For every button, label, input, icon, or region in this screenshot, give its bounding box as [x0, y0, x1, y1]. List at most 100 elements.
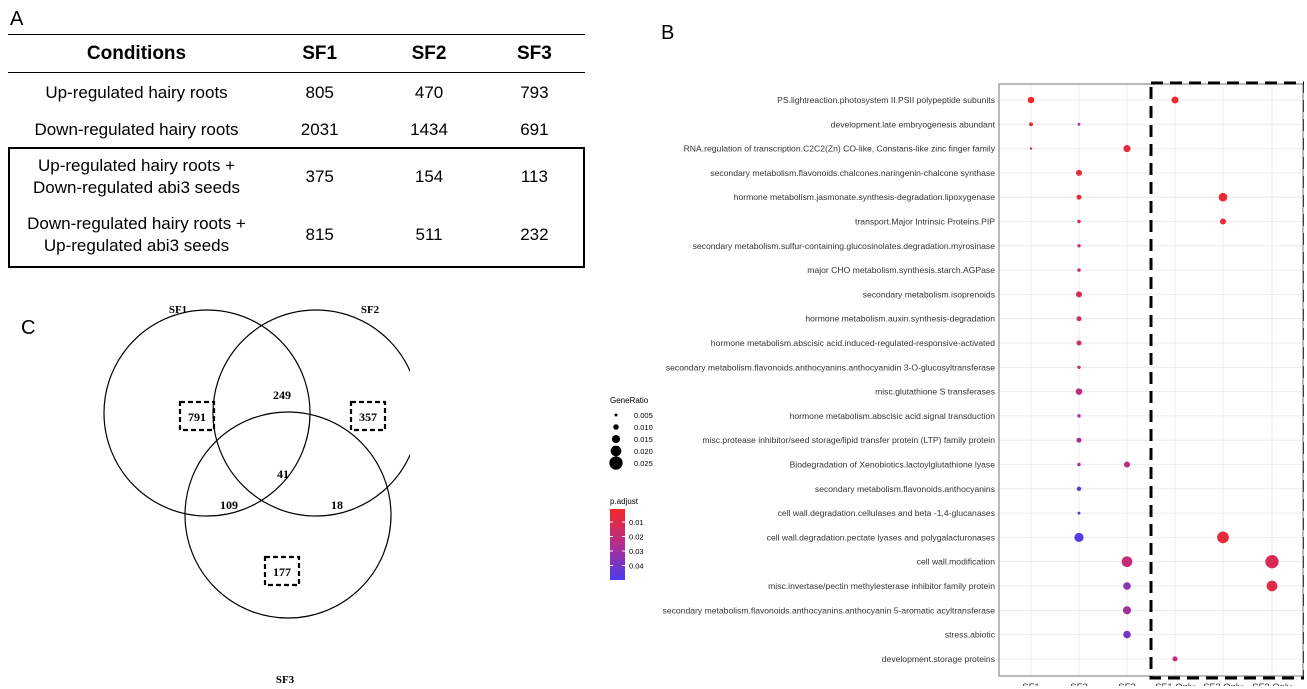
data-point — [1217, 531, 1229, 544]
venn-count-sf2-only: 357 — [359, 410, 377, 424]
data-point — [1121, 556, 1133, 568]
venn-count-sf1-sf3: 109 — [220, 498, 238, 512]
y-tick-label: secondary metabolism.flavonoids.chalcone… — [710, 168, 995, 178]
y-tick-label: hormone metabolism.auxin.synthesis-degra… — [805, 314, 995, 324]
y-tick-label: cell wall.degradation.cellulases and bet… — [778, 508, 995, 518]
venn-circle-sf2 — [212, 309, 410, 517]
data-point — [1266, 580, 1278, 592]
x-tick-label: SF3 — [1118, 682, 1135, 686]
data-point — [1077, 122, 1081, 126]
header-conditions: Conditions — [86, 43, 187, 64]
y-tick-label: hormone metabolism.abscisic acid.signal … — [790, 411, 996, 421]
value-cell-sf1: 805 — [305, 82, 334, 102]
size-legend-label: 0.025 — [634, 459, 653, 468]
data-point — [1076, 194, 1082, 200]
value-cell-sf2: 511 — [415, 225, 443, 244]
y-tick-label: cell wall.degradation.pectate lyases and… — [767, 532, 995, 542]
table-row: Up-regulated hairy roots + Down-regulated… — [8, 148, 585, 206]
value-cell-sf3: 113 — [520, 167, 548, 186]
color-legend-title: p.adjust — [610, 497, 639, 506]
color-legend-label: 0.04 — [629, 562, 644, 571]
data-point — [1076, 486, 1082, 492]
value-cell-sf2: 1434 — [410, 119, 448, 139]
x-tick-label: SF1.Only — [1155, 682, 1195, 686]
y-tick-label: secondary metabolism.flavonoids.anthocya… — [663, 605, 996, 615]
table-row: Down-regulated hairy roots + Up-regulated… — [8, 206, 585, 264]
condition-cell: Down-regulated hairy roots + Up-regulated… — [8, 206, 265, 264]
condition-line: Up-regulated hairy roots — [45, 82, 228, 102]
size-legend-title: GeneRatio — [610, 396, 649, 405]
y-tick-label: stress.abiotic — [945, 630, 996, 640]
venn-count-sf2-sf3: 18 — [331, 498, 343, 512]
y-tick-label: secondary metabolism.flavonoids.anthocya… — [815, 484, 995, 494]
panel-label-c: C — [21, 317, 36, 339]
data-points — [1027, 96, 1279, 662]
venn-count-sf3-only: 177 — [273, 565, 291, 579]
venn-highlight-sf2-only — [349, 400, 387, 432]
data-point — [1219, 218, 1227, 225]
x-tick-label: SF2 — [1070, 682, 1087, 686]
only-columns-highlight-box — [1149, 81, 1304, 680]
venn-count-sf1-sf2: 249 — [273, 388, 291, 402]
y-tick-label: hormone metabolism.abscisic acid.induced… — [711, 338, 995, 348]
data-point — [1171, 96, 1179, 104]
condition-line: Up-regulated hairy roots + — [37, 156, 236, 175]
x-tick-label: SF1 — [1022, 682, 1039, 686]
data-point — [1077, 414, 1081, 418]
color-legend-label: 0.01 — [629, 518, 644, 527]
y-tick-label: major CHO metabolism.synthesis.starch.AG… — [807, 265, 995, 275]
y-tick-label: RNA.regulation of transcription.C2C2(Zn)… — [684, 144, 996, 154]
data-point — [1077, 462, 1081, 467]
data-point — [1172, 656, 1178, 662]
y-tick-label: secondary metabolism.flavonoids.anthocya… — [666, 362, 995, 372]
size-legend-label: 0.015 — [634, 435, 653, 444]
data-point — [1074, 532, 1084, 542]
venn-label-sf3: SF3 — [276, 674, 295, 686]
value-cell-sf1: 375 — [305, 167, 334, 186]
data-point — [1029, 122, 1033, 127]
condition-cell: Up-regulated hairy roots + Down-regulated… — [8, 148, 265, 206]
x-tick-label: SF3.Only — [1252, 682, 1292, 686]
value-cell-sf3: 793 — [520, 82, 549, 102]
header-sf1: SF1 — [302, 43, 338, 64]
data-point — [1075, 388, 1083, 395]
value-cell-sf3: 691 — [520, 119, 549, 139]
data-point — [1077, 365, 1081, 370]
venn-label-sf2: SF2 — [361, 304, 380, 316]
data-point — [1123, 461, 1131, 468]
data-point — [1077, 219, 1081, 224]
y-tick-label: cell wall.modification — [917, 557, 996, 567]
value-cell-sf1: 2031 — [300, 119, 339, 139]
condition-line: Up-regulated abi3 seeds — [43, 236, 230, 255]
size-legend-dot — [611, 434, 621, 444]
color-legend-label: 0.02 — [629, 533, 644, 542]
data-point — [1077, 268, 1081, 272]
y-tick-label: misc.glutathione S transferases — [875, 387, 995, 397]
x-tick-label: SF2.Only — [1203, 682, 1243, 686]
data-point — [1122, 606, 1132, 615]
y-tick-label: secondary metabolism.isoprenoids — [863, 289, 995, 299]
data-point — [1123, 145, 1131, 153]
vertical-gridlines — [1030, 84, 1273, 676]
y-axis-labels: PS.lightreaction.photosystem II.PSII pol… — [663, 95, 996, 664]
legend: GeneRatio 0.005 0.010 0.015 0.020 0.025 p.ad… — [609, 396, 653, 580]
y-tick-label: Biodegradation of Xenobiotics.lactoylglu… — [790, 460, 996, 470]
condition-line: Down-regulated abi3 seeds — [33, 178, 240, 197]
data-point — [1027, 96, 1035, 104]
conditions-table-panel: Conditions SF1 SF2 SF3 Up-regulated hair… — [8, 34, 585, 268]
size-legend-label: 0.020 — [634, 447, 653, 456]
header-sf2: SF2 — [411, 43, 447, 64]
size-legend-label: 0.005 — [634, 411, 653, 420]
size-legend-dot — [614, 413, 618, 417]
color-legend-ticks: 0.01 0.02 0.03 0.04 — [610, 518, 644, 571]
y-tick-label: hormone metabolism.jasmonate.synthesis-d… — [734, 192, 996, 202]
data-point — [1123, 630, 1131, 639]
data-point — [1076, 340, 1082, 346]
size-legend-items: 0.005 0.010 0.015 0.020 0.025 — [609, 411, 653, 470]
venn-count-sf1-only: 791 — [188, 410, 206, 424]
value-cell-sf2: 470 — [414, 82, 444, 102]
data-point — [1123, 582, 1131, 590]
panel-label-a: A — [10, 8, 24, 30]
size-legend-dot — [610, 445, 622, 457]
data-point — [1265, 555, 1279, 569]
